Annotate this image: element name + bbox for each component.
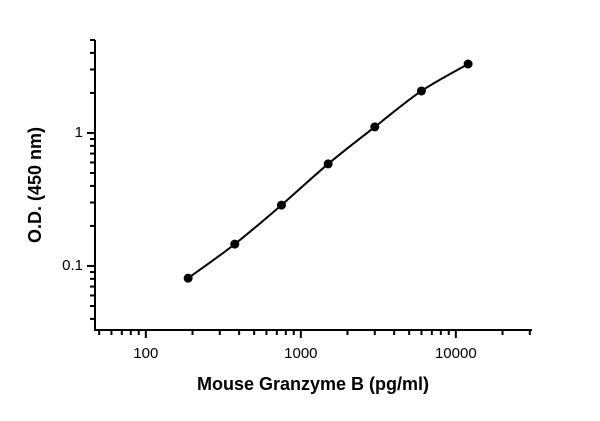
data-point bbox=[230, 239, 240, 249]
x-tick-label: 10000 bbox=[435, 345, 477, 362]
data-point bbox=[370, 122, 380, 132]
data-point bbox=[323, 159, 333, 169]
y-tick-label: 0.1 bbox=[62, 257, 83, 274]
x-tick-label: 1000 bbox=[284, 345, 317, 362]
data-point bbox=[463, 59, 473, 69]
y-tick-label: 1 bbox=[75, 124, 83, 141]
data-point bbox=[183, 273, 193, 283]
x-tick-label: 100 bbox=[133, 345, 158, 362]
data-point bbox=[416, 86, 426, 96]
x-axis-title: Mouse Granzyme B (pg/ml) bbox=[197, 374, 429, 394]
fit-curve bbox=[187, 63, 469, 279]
data-point bbox=[276, 200, 286, 210]
y-axis-title: O.D. (450 nm) bbox=[25, 127, 45, 243]
